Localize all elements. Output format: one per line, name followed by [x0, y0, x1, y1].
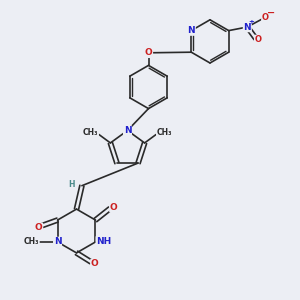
Text: N: N	[244, 22, 251, 32]
Text: N: N	[124, 126, 131, 135]
Text: O: O	[145, 48, 152, 57]
Text: O: O	[262, 13, 269, 22]
Text: CH₃: CH₃	[23, 238, 39, 247]
Text: CH₃: CH₃	[83, 128, 98, 137]
Text: CH₃: CH₃	[157, 128, 172, 137]
Text: +: +	[248, 19, 254, 25]
Text: O: O	[110, 203, 118, 212]
Text: H: H	[68, 180, 75, 189]
Text: O: O	[91, 260, 99, 268]
Text: N: N	[54, 238, 61, 247]
Text: O: O	[255, 35, 262, 44]
Text: O: O	[35, 223, 43, 232]
Text: N: N	[188, 26, 195, 35]
Text: NH: NH	[96, 237, 112, 246]
Text: −: −	[267, 8, 275, 18]
